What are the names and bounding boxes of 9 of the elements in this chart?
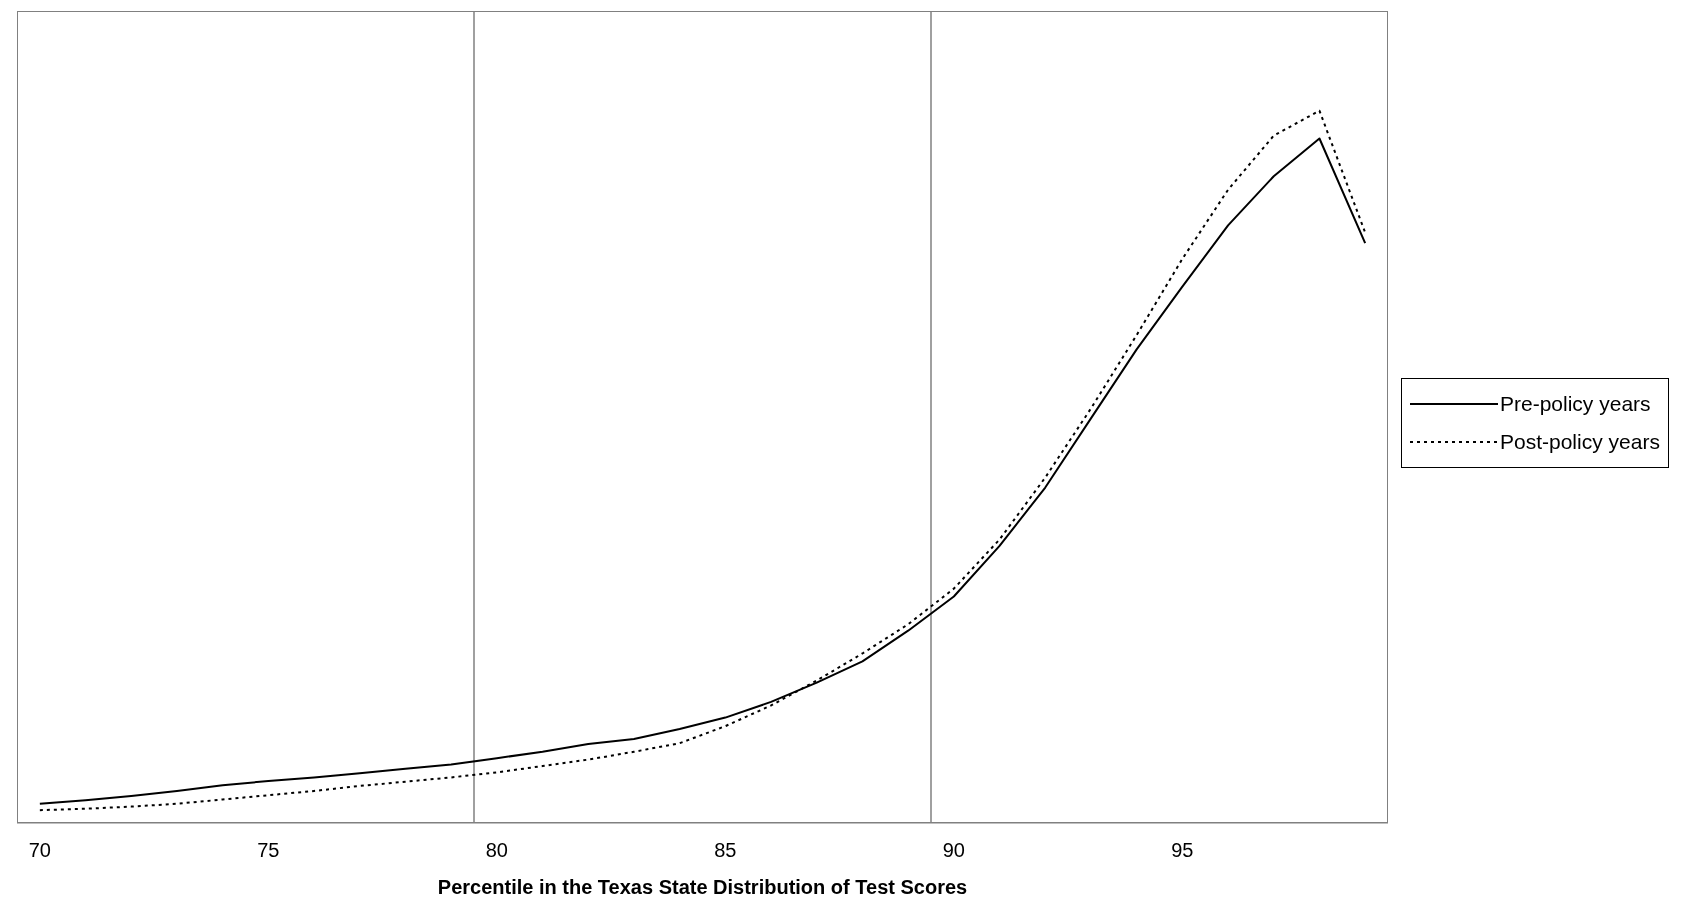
x-axis-title: Percentile in the Texas State Distribution of Test Scores — [437, 876, 968, 898]
legend-label: Post-policy years — [1500, 429, 1660, 455]
x-tick-label: 95 — [1171, 839, 1194, 862]
x-tick-label: 70 — [28, 839, 51, 862]
x-tick-label: 75 — [257, 839, 280, 862]
x-tick-label: 85 — [714, 839, 737, 862]
legend-label: Pre-policy years — [1500, 391, 1651, 417]
x-tick-label: 90 — [942, 839, 965, 862]
x-tick-label: 80 — [485, 839, 508, 862]
